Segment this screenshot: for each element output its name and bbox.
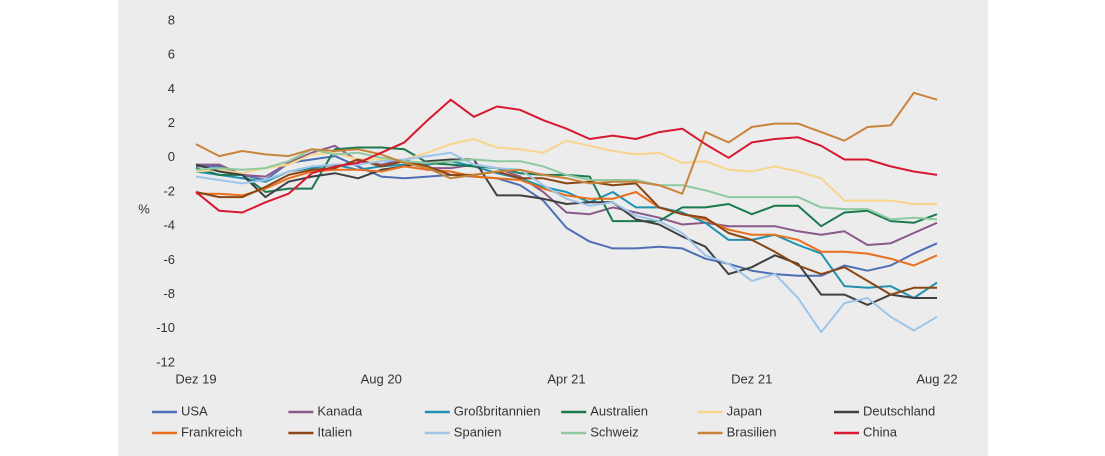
legend-label: Kanada: [317, 403, 363, 418]
x-tick-label: Dez 19: [175, 371, 216, 386]
y-tick-label: -8: [163, 286, 175, 301]
legend-label: Japan: [727, 403, 762, 418]
series-line: [195, 91, 938, 195]
legend-label: Schweiz: [590, 424, 638, 439]
legend-label: Australien: [590, 403, 648, 418]
x-tick-label: Aug 20: [361, 371, 402, 386]
legend-label: China: [863, 424, 898, 439]
y-tick-label: -10: [156, 320, 175, 335]
legend-label: Frankreich: [181, 424, 242, 439]
series-line: [195, 148, 938, 221]
x-tick-label: Aug 22: [916, 371, 957, 386]
x-tick-label: Dez 21: [731, 371, 772, 386]
y-tick-label: -4: [163, 218, 175, 233]
legend-label: USA: [181, 403, 208, 418]
legend-label: Deutschland: [863, 403, 935, 418]
series-line: [195, 151, 938, 334]
y-tick-label: 2: [168, 115, 175, 130]
y-tick-label: -12: [156, 354, 175, 369]
series-line: [196, 155, 938, 277]
x-tick-label: Apr 21: [547, 371, 585, 386]
series-line: [195, 158, 937, 296]
y-axis-label: %: [138, 201, 150, 216]
y-tick-label: 6: [168, 47, 175, 62]
y-tick-label: 4: [168, 81, 175, 96]
y-tick-label: 8: [168, 12, 175, 27]
legend-label: Großbritannien: [454, 403, 541, 418]
legend-label: Brasilien: [727, 424, 777, 439]
legend-label: Spanien: [454, 424, 502, 439]
y-tick-label: -6: [163, 252, 175, 267]
series-line: [195, 160, 938, 299]
y-tick-label: 0: [168, 149, 175, 164]
series-line: [195, 138, 937, 205]
legend-label: Italien: [317, 424, 352, 439]
series-line: [195, 98, 938, 214]
series-line: [195, 158, 937, 306]
y-tick-label: -2: [163, 183, 175, 198]
chart-background: [118, 0, 988, 456]
